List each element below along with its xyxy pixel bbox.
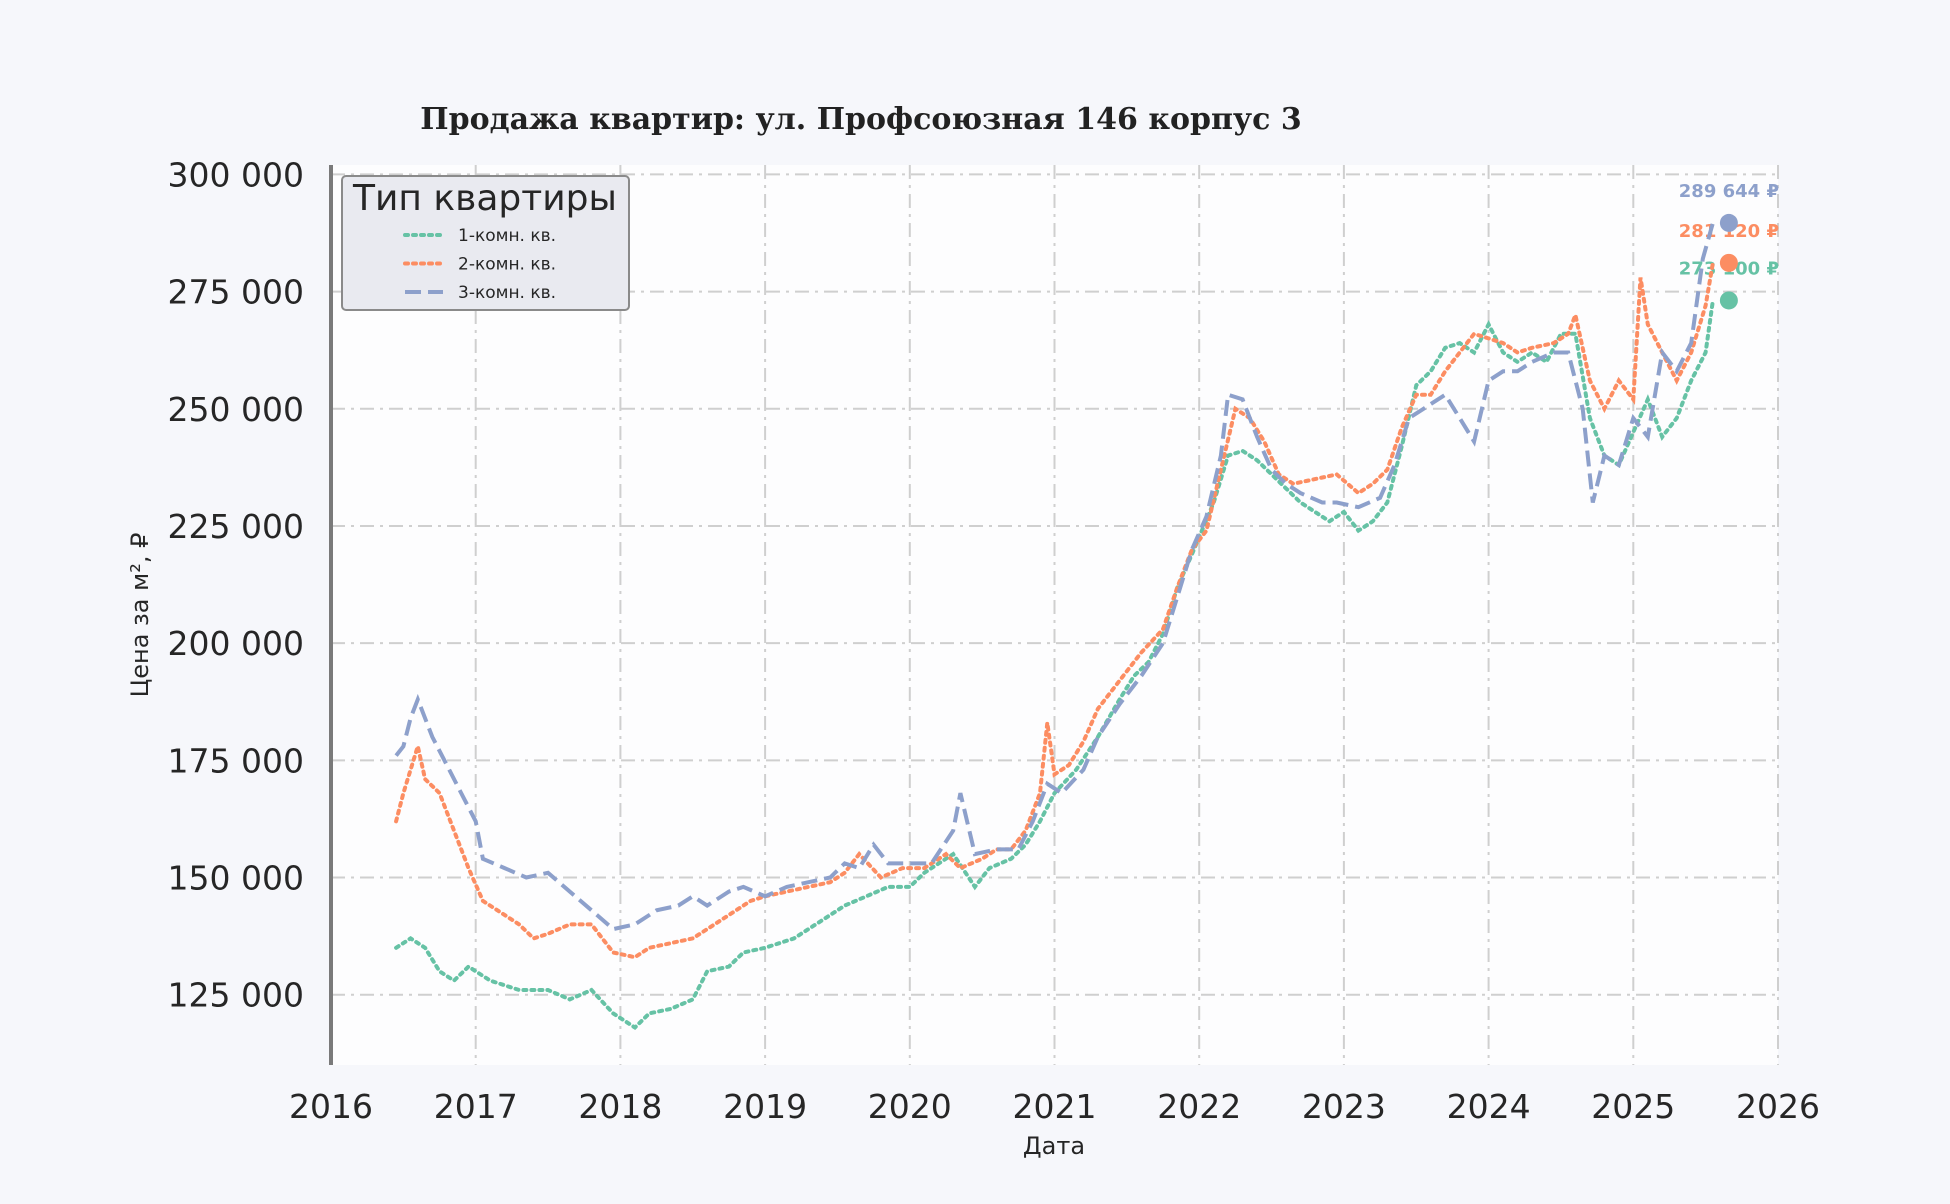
legend-label: 1-комн. кв. (458, 226, 556, 246)
series-end-marker (1719, 291, 1738, 310)
legend-title: Тип квартиры (352, 178, 617, 219)
x-tick-label: 2026 (1736, 1087, 1820, 1126)
x-tick-label: 2024 (1447, 1087, 1531, 1126)
x-tick-label: 2020 (868, 1087, 952, 1126)
x-tick-label: 2025 (1591, 1087, 1675, 1126)
legend-label: 2-комн. кв. (458, 255, 556, 275)
y-tick-label: 200 000 (168, 624, 304, 663)
series-layer: 273 100 ₽281 120 ₽289 644 ₽ (394, 181, 1779, 1031)
y-tick-label: 225 000 (168, 507, 304, 546)
y-tick-label: 175 000 (168, 741, 304, 780)
y-tick-label: 250 000 (168, 390, 304, 429)
tick-labels: 2016 2017 2018 2019 2020 2021 2022 2023 2024 2025… (168, 155, 1820, 1126)
series-line (394, 222, 1715, 932)
series-line (394, 260, 1715, 960)
x-tick-label: 2021 (1013, 1087, 1097, 1126)
chart-title: Продажа квартир: ул. Профсоюзная 146 кор… (420, 102, 1301, 137)
series-end-marker (1719, 213, 1738, 232)
x-tick-label: 2016 (289, 1087, 373, 1126)
y-axis-label: Цена за м², ₽ (126, 533, 154, 698)
series-end-label: 289 644 ₽ (1679, 181, 1779, 202)
y-tick-label: 125 000 (168, 976, 304, 1015)
x-tick-label: 2018 (578, 1087, 662, 1126)
x-tick-label: 2019 (723, 1087, 807, 1126)
x-tick-label: 2022 (1157, 1087, 1241, 1126)
y-tick-label: 150 000 (168, 859, 304, 898)
x-tick-label: 2023 (1302, 1087, 1386, 1126)
legend-items: 1-комн. кв. 2-комн. кв. 3-комн. кв. (403, 226, 556, 303)
series-end-marker (1719, 253, 1738, 272)
x-axis-label: Дата (1023, 1132, 1085, 1160)
y-tick-label: 275 000 (168, 273, 304, 312)
y-tick-label: 300 000 (168, 155, 304, 194)
legend-box (341, 175, 630, 311)
legend: Тип квартиры 1-комн. кв. 2-комн. кв. 3-ком… (341, 175, 630, 311)
x-tick-label: 2017 (434, 1087, 518, 1126)
legend-label: 3-комн. кв. (458, 283, 556, 303)
